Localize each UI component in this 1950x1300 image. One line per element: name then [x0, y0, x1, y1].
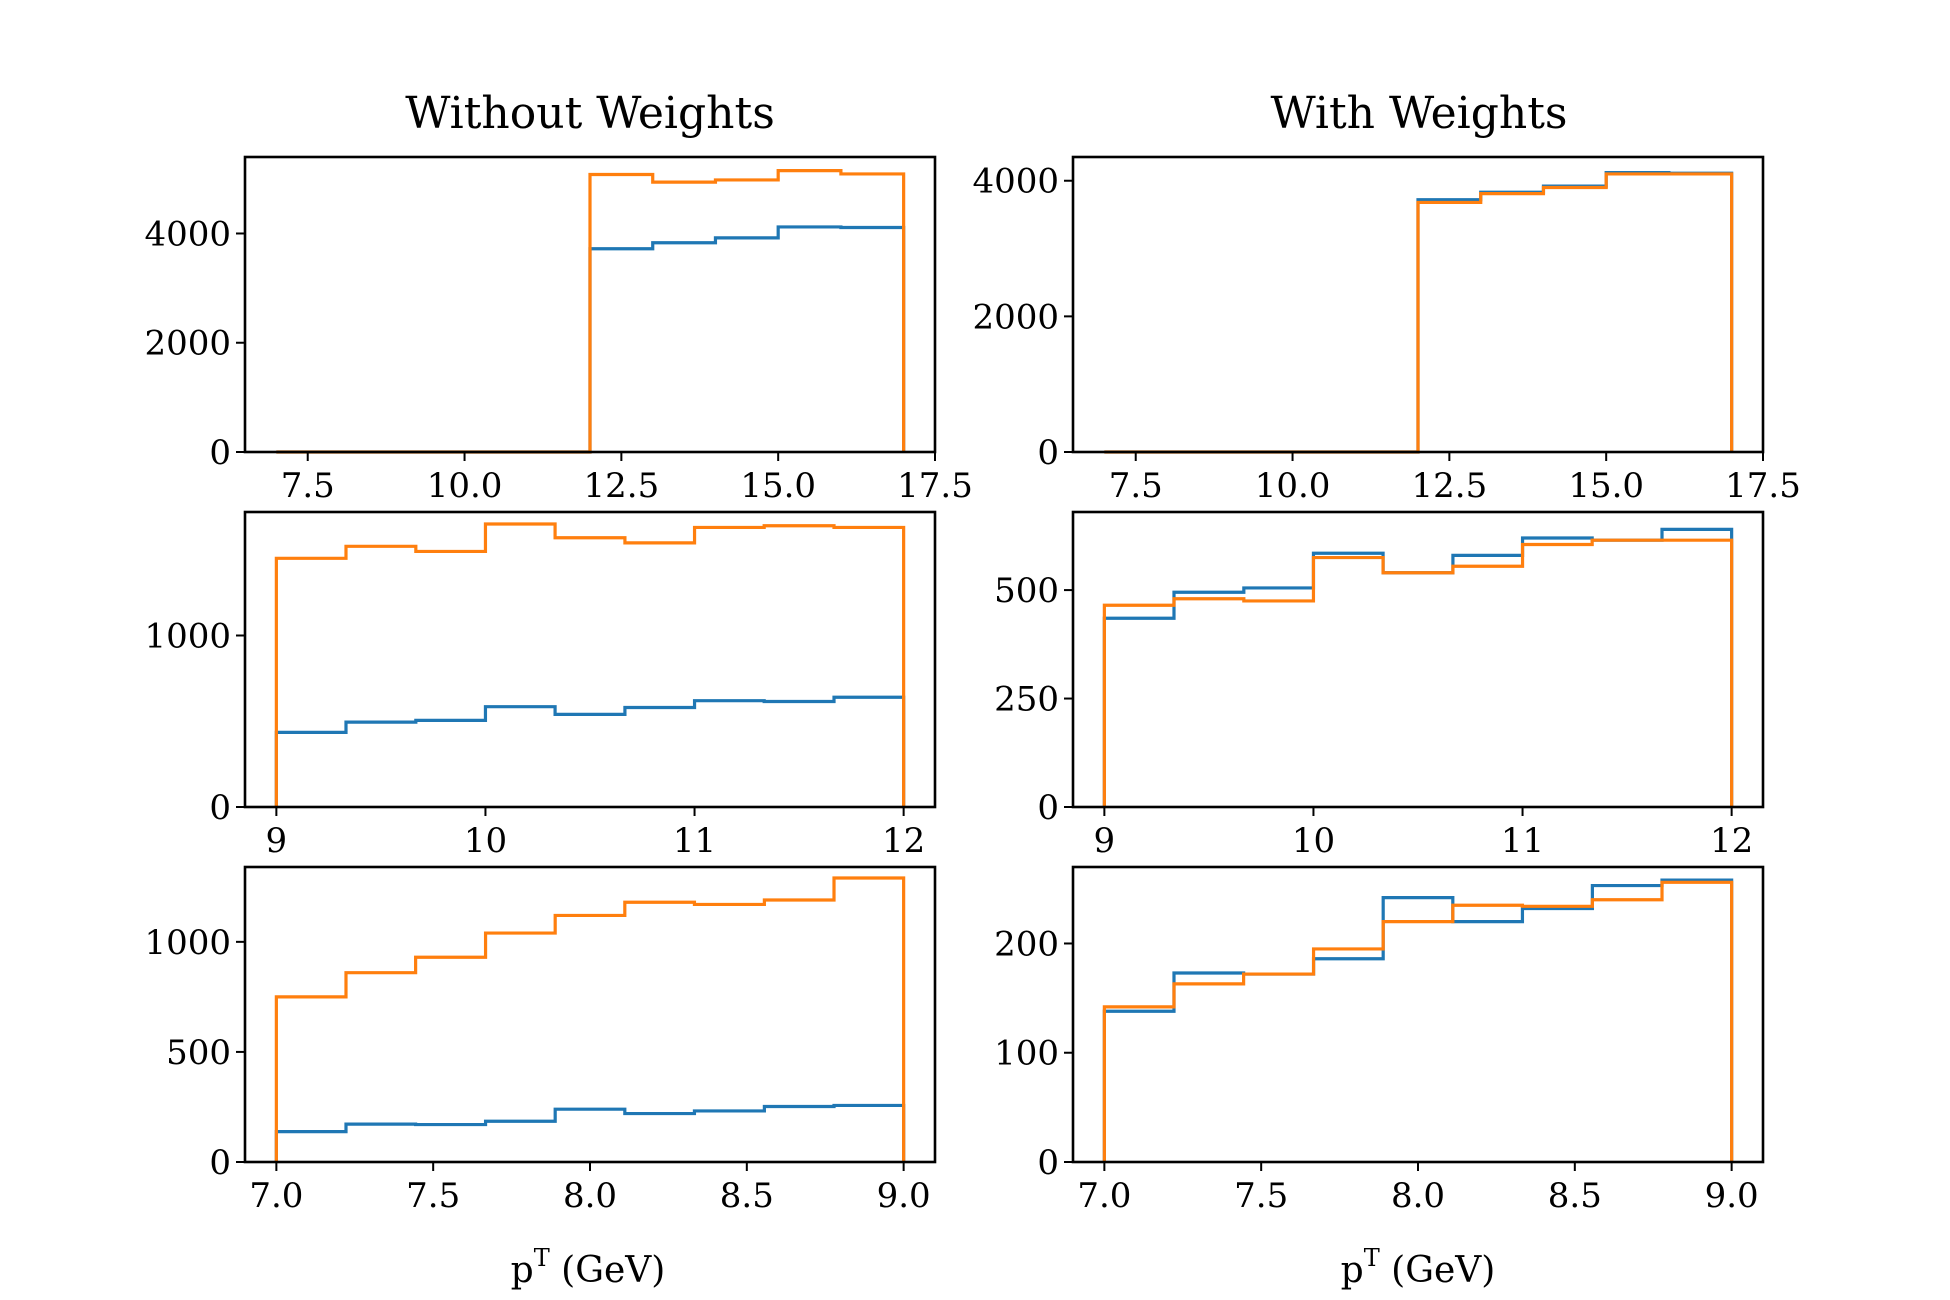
y-tick-label: 2000	[144, 324, 231, 364]
y-tick-label: 4000	[144, 214, 231, 254]
x-tick-label: 10.0	[1255, 466, 1331, 506]
axes-frame	[243, 510, 937, 809]
x-tick-label: 11	[1501, 821, 1544, 861]
x-tick-label: 7.0	[249, 1176, 303, 1216]
x-axis-label-base: p	[1341, 1250, 1364, 1291]
panel-middle-left: 9 10 11 12 0 1000	[144, 510, 937, 861]
x-tick-label: 12	[882, 821, 925, 861]
x-tick-label: 7.5	[1234, 1176, 1288, 1216]
y-tick-label: 0	[1037, 788, 1059, 828]
y-tick-label: 1000	[144, 923, 231, 963]
x-axis-label-superscript: T	[534, 1244, 550, 1272]
x-tick-label: 9.0	[877, 1176, 931, 1216]
x-tick-label: 10	[464, 821, 507, 861]
x-tick-label: 12	[1710, 821, 1753, 861]
x-axis-label-left: pT (GeV)	[511, 1244, 666, 1291]
x-tick-label: 8.0	[563, 1176, 617, 1216]
x-tick-label: 7.5	[1109, 466, 1163, 506]
axes-frame	[243, 155, 937, 454]
x-tick-label: 8.5	[720, 1176, 774, 1216]
series-2-step-line	[1102, 880, 1734, 1162]
x-tick-label: 7.5	[406, 1176, 460, 1216]
series-1-step-line	[274, 1103, 906, 1162]
x-axis-label-right: pT (GeV)	[1341, 1244, 1496, 1291]
axes-frame	[1071, 510, 1765, 809]
x-tick-label: 9	[266, 821, 288, 861]
x-tick-label: 9.0	[1705, 1176, 1759, 1216]
series-2-step-line	[1102, 538, 1734, 807]
y-tick-label: 1000	[144, 616, 231, 656]
y-tick-label: 100	[994, 1034, 1059, 1074]
y-tick-label: 500	[166, 1033, 231, 1073]
series-1-step-line	[274, 695, 906, 807]
x-tick-label: 12.5	[584, 466, 660, 506]
y-tick-label: 0	[1037, 433, 1059, 473]
x-axis-label-unit: (GeV)	[1380, 1250, 1496, 1291]
y-tick-label: 4000	[972, 162, 1059, 202]
x-axis-label-base: p	[511, 1250, 534, 1291]
x-axis-label-unit: (GeV)	[550, 1250, 666, 1291]
panel-bottom-left: 7.0 7.5 8.0 8.5 9.0 0 500 1000	[144, 865, 937, 1216]
panel-middle-right: 9 10 11 12 0 250 500	[994, 510, 1765, 861]
x-tick-label: 7.0	[1077, 1176, 1131, 1216]
y-tick-label: 500	[994, 571, 1059, 611]
series-2-step-line	[274, 522, 906, 807]
axes-frame	[1071, 155, 1765, 454]
y-tick-label: 200	[994, 924, 1059, 964]
title-with-weights: With Weights	[1270, 88, 1567, 139]
y-tick-label: 250	[994, 680, 1059, 720]
x-tick-label: 10.0	[427, 466, 503, 506]
x-axis-label-superscript: T	[1364, 1244, 1380, 1272]
x-tick-label: 15.0	[740, 466, 816, 506]
x-tick-label: 10	[1292, 821, 1335, 861]
y-tick-label: 0	[1037, 1143, 1059, 1183]
title-without-weights: Without Weights	[405, 88, 775, 139]
x-tick-label: 11	[673, 821, 716, 861]
x-tick-label: 17.5	[1725, 466, 1801, 506]
panel-bottom-right: 7.0 7.5 8.0 8.5 9.0 0 100 200	[994, 865, 1765, 1216]
x-tick-label: 8.0	[1391, 1176, 1445, 1216]
x-tick-label: 7.5	[281, 466, 335, 506]
y-tick-label: 0	[209, 433, 231, 473]
x-tick-label: 12.5	[1412, 466, 1488, 506]
panel-top-left: 7.5 10.0 12.5 15.0 17.5 0 2000 4000	[144, 155, 973, 506]
panel-top-right: 7.5 10.0 12.5 15.0 17.5 0 2000 4000	[972, 155, 1801, 506]
series-1-step-line	[1102, 878, 1734, 1162]
x-tick-label: 15.0	[1568, 466, 1644, 506]
x-tick-label: 8.5	[1548, 1176, 1602, 1216]
y-tick-label: 2000	[972, 297, 1059, 337]
series-2-step-line	[274, 876, 906, 1162]
x-tick-label: 9	[1094, 821, 1116, 861]
x-tick-label: 17.5	[897, 466, 973, 506]
y-tick-label: 0	[209, 1143, 231, 1183]
y-tick-label: 0	[209, 788, 231, 828]
